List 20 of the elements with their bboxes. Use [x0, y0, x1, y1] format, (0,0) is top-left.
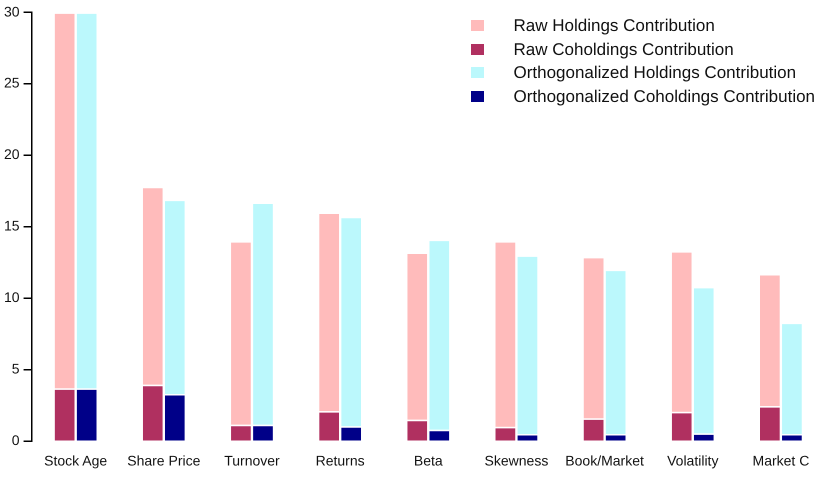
legend-label: Raw Coholdings Contribution — [514, 38, 734, 60]
y-tick-label: 10 — [4, 289, 20, 306]
y-tick-label: 20 — [4, 146, 20, 162]
x-tick-label: Turnover — [224, 452, 280, 468]
y-tick-label: 15 — [4, 218, 20, 234]
x-tick-label: Share Price — [127, 452, 201, 468]
legend-label: Raw Holdings Contribution — [514, 15, 715, 37]
y-tick-label: 5 — [12, 360, 20, 377]
x-tick-label: Book/Market — [565, 452, 644, 468]
y-tick-label: 25 — [4, 74, 20, 91]
legend-label: Orthogonalized Coholdings Contribution — [514, 86, 815, 108]
x-tick-label: Beta — [414, 452, 443, 468]
x-tick-label: Market C — [752, 452, 810, 468]
legend-label: Orthogonalized Holdings Contribution — [514, 62, 796, 84]
x-tick-label: Stock Age — [44, 452, 108, 468]
y-tick-label: 30 — [4, 3, 20, 20]
x-tick-label: Skewness — [484, 452, 548, 468]
x-tick-label: Returns — [316, 452, 365, 468]
x-tick-label: Volatility — [667, 452, 718, 468]
y-tick-label: 0 — [12, 432, 20, 448]
